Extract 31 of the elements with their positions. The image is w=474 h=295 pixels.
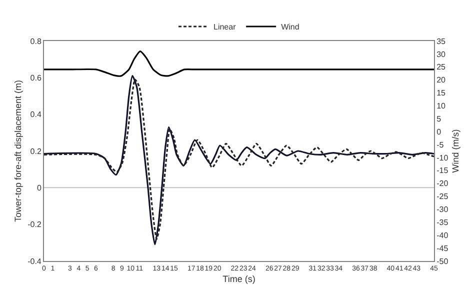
y2-tick-label: -15	[436, 166, 449, 176]
legend-label: Linear	[214, 22, 236, 32]
y2-tick-label: -20	[436, 179, 449, 188]
y2-tick-label: 30	[436, 50, 446, 59]
y-tick-label: 0	[36, 183, 42, 192]
y2-axis-title: Wind (m/s)	[450, 129, 461, 173]
y2-tick-label: 5	[436, 114, 442, 124]
y-tick-label: -0.4	[28, 256, 42, 266]
y2-tick-label: -45	[436, 244, 449, 253]
y-tick-label: 0.8	[30, 36, 42, 46]
y-axis-title: Tower-top fore-aft displacement (m)	[12, 80, 23, 222]
legend-label: Wind	[281, 22, 300, 32]
y2-tick-label: 25	[436, 62, 446, 72]
y-tick-label: -0.2	[28, 220, 42, 230]
y2-tick-label: -10	[436, 153, 449, 162]
y2-tick-label: -35	[436, 218, 449, 227]
x-axis-title: Time (s)	[222, 274, 256, 284]
line-series	[44, 50, 434, 77]
y2-tick-label: -40	[436, 230, 449, 240]
y2-tick-label: -30	[436, 205, 449, 214]
y2-tick-label: 35	[436, 36, 446, 46]
y2-tick-label: 15	[436, 88, 446, 98]
y2-tick-label: 0	[436, 127, 442, 136]
y-tick-label: 0.2	[30, 146, 42, 156]
y2-tick-label: -5	[436, 140, 444, 150]
y-tick-label: 0.4	[30, 110, 42, 120]
y-tick-label: 0.6	[30, 73, 42, 82]
y2-tick-label: 20	[436, 76, 446, 85]
y2-tick-label: -25	[436, 192, 449, 202]
y2-tick-label: -50	[436, 256, 449, 266]
y2-tick-label: 10	[436, 102, 446, 111]
